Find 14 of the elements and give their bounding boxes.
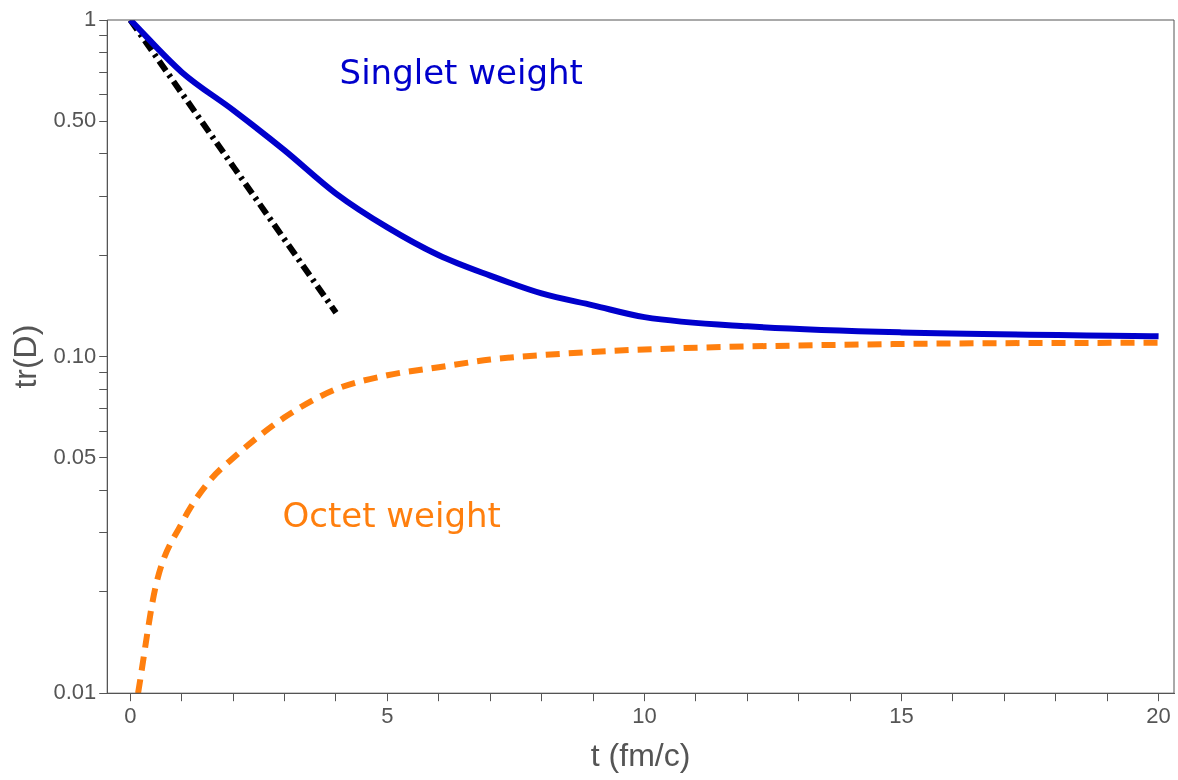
y-tick-label: 0.05 <box>53 443 97 469</box>
text: Singlet weight <box>339 52 583 93</box>
x-tick-label: 0 <box>124 703 137 729</box>
x-tick-label: 5 <box>381 703 394 729</box>
series-label: Octet weight <box>282 495 501 536</box>
y-tick-label: 0.10 <box>53 342 97 368</box>
y-tick-label: 0.01 <box>53 679 97 705</box>
y-axis-title: tr(D) <box>7 324 44 389</box>
y-tick-label: 1 <box>83 6 97 32</box>
x-tick-label: 15 <box>889 703 914 729</box>
x-axis-title: t (fm/c) <box>590 736 691 773</box>
x-tick-label: 20 <box>1146 703 1171 729</box>
y-tick-label: 0.50 <box>53 107 97 133</box>
x-tick-label: 10 <box>632 703 657 729</box>
